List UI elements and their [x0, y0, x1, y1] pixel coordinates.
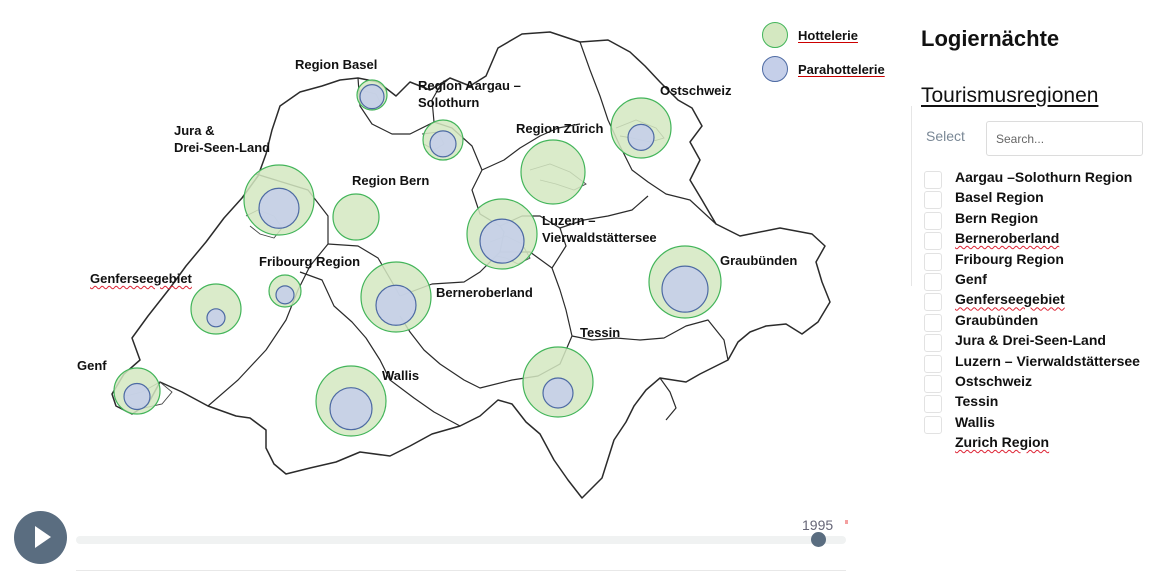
- label-ostschweiz: Ostschweiz: [660, 83, 732, 98]
- region-checkbox[interactable]: [924, 354, 942, 373]
- play-button[interactable]: [14, 511, 67, 564]
- label-berneroberland: Berneroberland: [436, 285, 533, 300]
- bubble-layer: [113, 79, 722, 437]
- region-list-label: Bern Region: [955, 209, 1039, 226]
- label-fribourg: Fribourg Region: [259, 254, 361, 269]
- region-list-label: Graubünden: [955, 311, 1039, 328]
- para-bubble-tessin[interactable]: [542, 377, 574, 409]
- timeline-slider-handle[interactable]: [811, 532, 826, 547]
- legend-item-para: Parahottelerie: [762, 52, 885, 86]
- label-region-bern: Region Bern: [352, 173, 430, 188]
- legend-item-hotel: Hottelerie: [762, 18, 885, 52]
- region-list-label: Fribourg Region: [955, 250, 1064, 267]
- region-list-label: Genferseegebiet: [955, 291, 1065, 308]
- timeline-slider[interactable]: [76, 536, 846, 544]
- hotel-bubble-bern[interactable]: [332, 193, 380, 241]
- legend-label-para: Parahottelerie: [798, 61, 885, 77]
- para-bubble-graubuenden[interactable]: [661, 265, 709, 313]
- switzerland-map: Region Basel Region Aargau – Solothurn R…: [60, 20, 900, 500]
- label-region-basel: Region Basel: [295, 57, 378, 72]
- region-search-input[interactable]: [986, 121, 1143, 156]
- label-graubuenden: Graubünden: [720, 253, 798, 268]
- legend: Hottelerie Parahottelerie: [762, 18, 885, 86]
- region-checkbox[interactable]: [924, 395, 942, 414]
- select-label: Select: [926, 128, 965, 144]
- label-genferseegebiet: Genferseegebiet: [90, 271, 192, 286]
- para-bubble-basel[interactable]: [359, 84, 385, 110]
- region-list-label: Zurich Region: [955, 434, 1050, 451]
- label-genf: Genf: [77, 358, 107, 373]
- region-checkbox[interactable]: [924, 211, 942, 230]
- bottom-divider: [76, 570, 846, 571]
- region-checkbox[interactable]: [924, 334, 942, 353]
- play-icon: [35, 526, 51, 548]
- region-list-label: Jura & Drei-Seen-Land: [955, 332, 1106, 349]
- region-checkbox[interactable]: [924, 313, 942, 332]
- para-bubble-jura[interactable]: [258, 187, 300, 229]
- region-list-label: Genf: [955, 270, 987, 287]
- label-wallis: Wallis: [382, 368, 420, 383]
- region-list-label: Wallis: [955, 413, 995, 430]
- para-bubble-wallis[interactable]: [329, 387, 373, 431]
- region-checkbox[interactable]: [924, 374, 942, 393]
- region-list-label: Berneroberland: [955, 230, 1060, 247]
- hotel-bubble-zurich[interactable]: [520, 139, 586, 205]
- para-bubble-berneroberland[interactable]: [375, 284, 417, 326]
- region-list-label: Aargau –Solothurn Region: [955, 169, 1133, 185]
- region-checkbox[interactable]: [924, 191, 942, 210]
- para-bubble-genferseegebiet[interactable]: [206, 308, 226, 328]
- region-checkbox[interactable]: [924, 293, 942, 312]
- panel-title: Logiernächte: [921, 26, 1060, 51]
- region-checkbox[interactable]: [924, 272, 942, 291]
- para-bubble-aargau[interactable]: [429, 130, 457, 158]
- para-bubble-luzern[interactable]: [479, 218, 525, 264]
- label-luzern: Luzern – Vierwaldstättersee: [542, 213, 657, 245]
- region-checkbox[interactable]: [924, 252, 942, 271]
- region-list-label: Ostschweiz: [955, 372, 1033, 389]
- para-swatch-icon: [762, 56, 788, 82]
- label-tessin: Tessin: [580, 325, 621, 340]
- timeline-year-label: 1995: [802, 517, 834, 533]
- label-region-aargau: Region Aargau – Solothurn: [418, 78, 521, 110]
- para-bubble-ostschweiz[interactable]: [627, 123, 655, 151]
- para-bubble-fribourg[interactable]: [275, 285, 295, 305]
- hotel-swatch-icon: [762, 22, 788, 48]
- panel-subtitle: Tourismusregionen: [921, 84, 1099, 107]
- para-bubble-genf[interactable]: [123, 382, 151, 411]
- region-checkbox[interactable]: [924, 171, 942, 189]
- legend-label-hotel: Hottelerie: [798, 27, 858, 43]
- region-list-label: Luzern – Vierwaldstättersee: [955, 352, 1140, 369]
- region-list-label: Basel Region: [955, 189, 1044, 206]
- map-canvas: [111, 31, 831, 499]
- label-jura: Jura & Drei-Seen-Land: [174, 123, 271, 155]
- panel-divider: [911, 106, 912, 286]
- region-checkbox[interactable]: [924, 232, 942, 251]
- region-list-label: Tessin: [955, 393, 999, 410]
- label-region-zurich: Region Zürich: [516, 121, 604, 136]
- region-checkbox[interactable]: [924, 415, 942, 434]
- timeline-end-tick: [845, 520, 848, 524]
